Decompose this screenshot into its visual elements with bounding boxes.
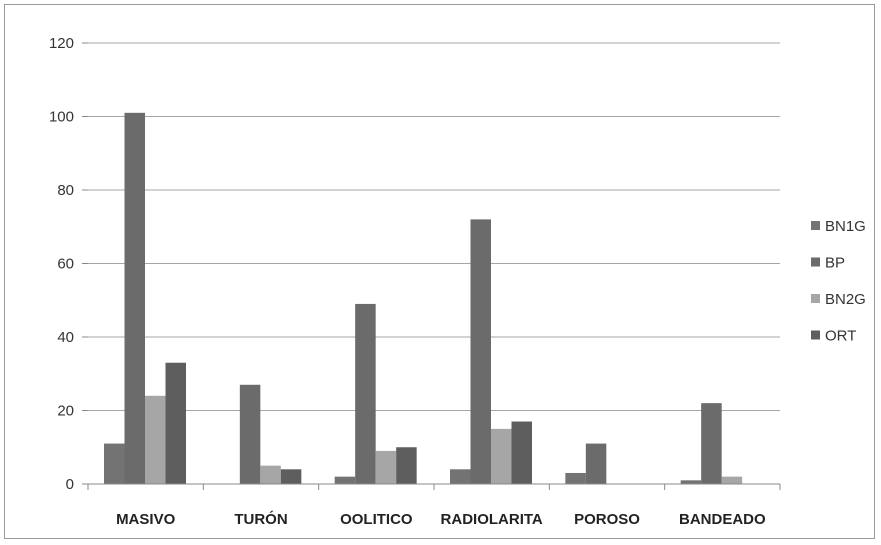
y-tick-label: 60	[57, 256, 74, 273]
legend-swatch-bn1g	[811, 221, 820, 230]
bar-bp-1	[239, 384, 261, 484]
x-axis-labels: MASIVO TURÓN OOLITICO RADIOLARITA POROSO BAND…	[116, 510, 766, 528]
x-category-label: POROSO	[574, 511, 640, 528]
legend-label-ort: ORT	[825, 328, 856, 345]
legend-swatch-bn2g	[811, 294, 820, 303]
bar-bp-3	[470, 219, 491, 484]
legend-label-bn2g: BN2G	[825, 291, 866, 308]
bar-bn1g-3	[450, 469, 471, 484]
bar-bp-2	[355, 303, 376, 484]
bar-bp-4	[585, 443, 607, 484]
legend-label-bp: BP	[825, 255, 845, 272]
x-category-label: TURÓN	[234, 510, 287, 528]
y-tick-label: 20	[57, 403, 74, 420]
bar-bn1g-5	[680, 480, 702, 484]
legend: BN1G BP BN2G ORT	[811, 218, 866, 345]
legend-label-bn1g: BN1G	[825, 218, 866, 235]
legend-swatch-bp	[811, 257, 820, 267]
x-axis-tick-marks	[87, 484, 781, 490]
bar-ort-1	[280, 469, 302, 484]
x-category-label: RADIOLARITA	[441, 511, 543, 528]
x-category-label: MASIVO	[116, 511, 176, 528]
y-tick-label: 100	[49, 109, 74, 126]
bar-bp-5	[701, 403, 722, 484]
y-tick-label: 40	[57, 329, 74, 346]
gridlines	[88, 42, 780, 411]
y-axis-ticks: 0 20 40 60 80 100 120	[49, 35, 88, 493]
bar-ort-0	[165, 362, 186, 484]
bar-bp-0	[124, 112, 145, 484]
x-category-label: BANDEADO	[679, 511, 766, 528]
bar-bn1g-2	[334, 476, 356, 484]
bar-bn2g-0	[145, 395, 166, 484]
bar-bn1g-0	[104, 443, 125, 484]
bar-ort-2	[396, 447, 417, 484]
bar-bn2g-2	[375, 450, 397, 484]
y-tick-label: 0	[66, 476, 74, 493]
bar-bn2g-1	[260, 465, 281, 484]
x-category-label: OOLITICO	[340, 511, 413, 528]
bar-ort-3	[511, 421, 532, 484]
bar-bn2g-3	[491, 428, 512, 484]
y-tick-label: 80	[57, 182, 74, 199]
bar-bn1g-4	[565, 472, 586, 484]
y-tick-label: 120	[49, 35, 74, 52]
bar-bn2g-5	[721, 476, 743, 484]
bars	[104, 112, 743, 484]
legend-swatch-ort	[811, 330, 820, 340]
